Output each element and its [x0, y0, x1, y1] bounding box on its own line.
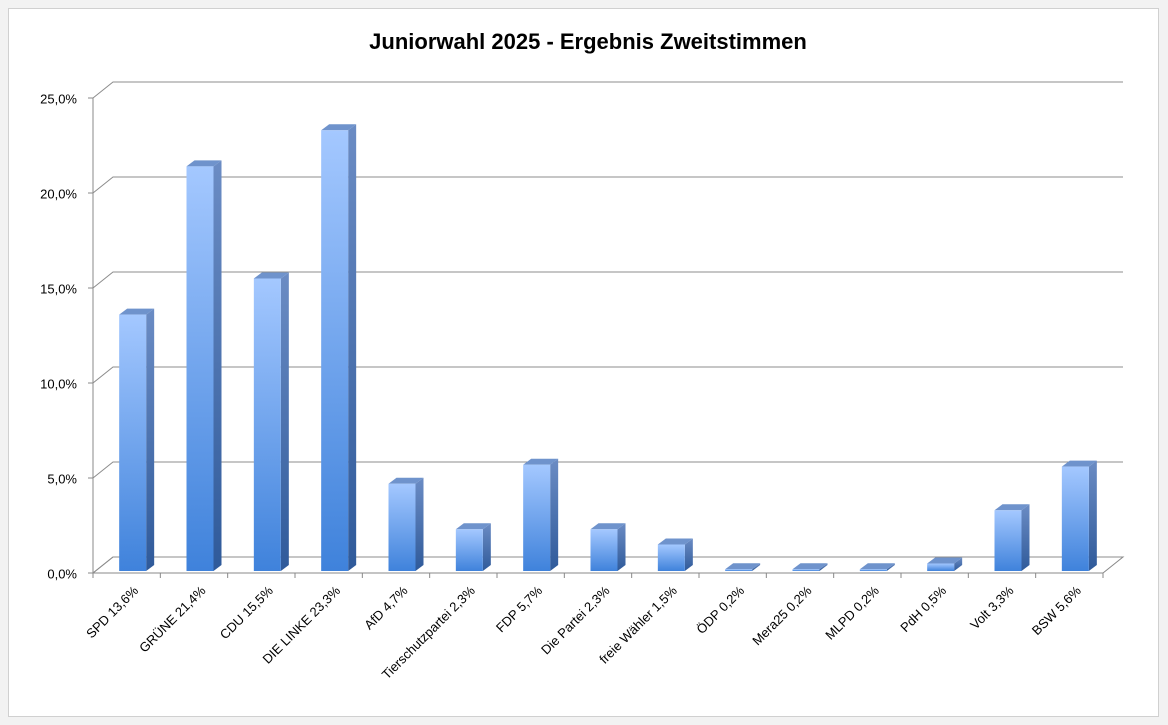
bar [657, 538, 693, 571]
grid-line [92, 461, 1123, 479]
bar-front [388, 483, 416, 571]
grid-line [92, 271, 1123, 289]
chart-title: Juniorwahl 2025 - Ergebnis Zweitstimmen [369, 29, 807, 54]
bar-top [523, 458, 559, 465]
bar [590, 523, 626, 571]
y-tick-label: 20,0% [40, 186, 77, 201]
bar-top [590, 523, 626, 530]
bar-side [482, 523, 491, 571]
bar-top [388, 477, 424, 484]
bar [455, 523, 491, 571]
bar [994, 504, 1030, 571]
y-tick-label: 25,0% [40, 91, 77, 106]
bar [523, 458, 559, 571]
bar-side [684, 538, 693, 571]
bar-side [280, 272, 289, 571]
grid-line [92, 556, 1123, 574]
bar-front [321, 130, 349, 572]
bar-front [859, 569, 887, 571]
grid-line [92, 366, 1123, 384]
bar-side [415, 477, 424, 571]
grid-line [92, 81, 1123, 99]
bar-side [954, 557, 963, 571]
y-tick-label: 15,0% [40, 281, 77, 296]
bar-side [886, 563, 895, 571]
bar [388, 477, 424, 571]
y-tick-label: 5,0% [47, 471, 77, 486]
bar-top [994, 504, 1030, 511]
bar-front [657, 544, 685, 571]
bar-side [819, 563, 828, 571]
bar-top [186, 160, 222, 167]
bar [119, 308, 155, 571]
bar [253, 272, 289, 571]
bar-side [617, 523, 626, 571]
bar-top [725, 563, 761, 570]
y-tick-label: 0,0% [47, 566, 77, 581]
bar [1061, 460, 1097, 571]
bar-top [253, 272, 289, 279]
bar-front [455, 529, 483, 571]
bar-front [927, 563, 955, 571]
bar-top [792, 563, 828, 570]
bar [186, 160, 222, 571]
bar-side [213, 160, 222, 571]
bar-top [455, 523, 491, 530]
bar-side [752, 563, 761, 571]
bar-front [186, 166, 214, 571]
bar-side [146, 308, 155, 571]
bar-front [253, 278, 281, 571]
bar [792, 563, 828, 571]
bar-front [590, 529, 618, 571]
bar-top [321, 124, 357, 131]
bar-top [119, 308, 155, 315]
bar-side [348, 124, 357, 572]
bar-top [657, 538, 693, 545]
grid-line [92, 176, 1123, 194]
bar-top [1061, 460, 1097, 467]
y-tick-label: 10,0% [40, 376, 77, 391]
bar-top [859, 563, 895, 570]
bar-side [1021, 504, 1030, 571]
bar-front [119, 314, 147, 571]
bar [321, 124, 357, 572]
bar [859, 563, 895, 571]
bar-front [792, 569, 820, 571]
bar [927, 557, 963, 571]
bar-side [1088, 460, 1097, 571]
bar [725, 563, 761, 571]
bar-front [725, 569, 753, 571]
bar-front [994, 510, 1022, 571]
bar-side [550, 458, 559, 571]
bar-top [927, 557, 963, 564]
bar-front [1061, 466, 1089, 571]
bar-front [523, 464, 551, 571]
